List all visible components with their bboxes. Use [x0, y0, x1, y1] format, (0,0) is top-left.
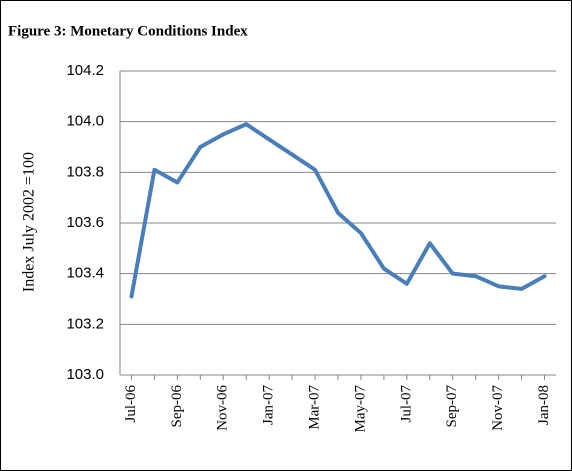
x-tick-label: Sep-06: [169, 385, 185, 428]
x-tick-label: May-07: [352, 385, 368, 433]
x-tick-label: Mar-07: [306, 385, 322, 430]
y-tick-label: 103.8: [66, 163, 104, 180]
x-tick-label: Jul-06: [123, 385, 139, 423]
y-tick-label: 103.2: [66, 315, 104, 332]
x-tick-label: Jan-07: [261, 385, 277, 425]
x-tick-label: Sep-07: [444, 385, 460, 428]
y-tick-label: 104.0: [66, 113, 104, 130]
y-tick-label: 104.2: [66, 62, 104, 79]
y-tick-label: 103.4: [66, 265, 104, 282]
y-axis-label: Index July 2002 =100: [21, 152, 38, 292]
x-tick-label: Nov-06: [215, 385, 231, 431]
x-tick-label: Jan-08: [536, 385, 552, 425]
chart-title: Figure 3: Monetary Conditions Index: [8, 23, 248, 39]
y-tick-label: 103.6: [66, 214, 104, 231]
y-tick-label: 103.0: [66, 366, 104, 383]
x-tick-label: Nov-07: [490, 385, 506, 431]
data-line: [129, 122, 547, 299]
x-tick-label: Jul-07: [398, 385, 414, 423]
